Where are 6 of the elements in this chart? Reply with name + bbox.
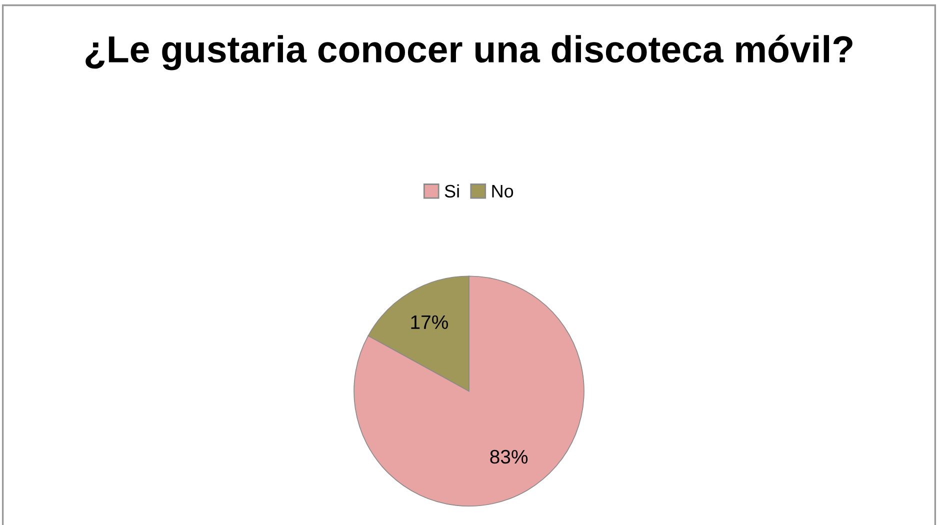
legend-label: Si (444, 184, 459, 198)
chart-title: ¿Le gustaria conocer una discoteca móvil? (86, 34, 852, 70)
legend-label: No (492, 185, 514, 198)
data-label: 83% (490, 450, 528, 464)
pie-slice (354, 276, 584, 507)
data-label: 17% (411, 315, 448, 329)
